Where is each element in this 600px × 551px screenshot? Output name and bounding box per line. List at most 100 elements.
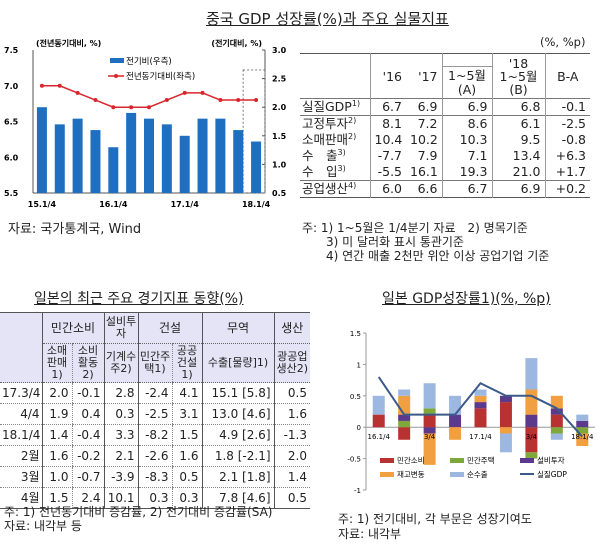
cell: 2.0 bbox=[41, 382, 72, 404]
y-tick: -0.5 bbox=[347, 456, 361, 464]
bar-민간소비 bbox=[474, 408, 487, 428]
group-trade: 무역 bbox=[201, 312, 275, 344]
bar-민간소비 bbox=[499, 402, 512, 428]
japan-gdp-chart: 1.5 1 0.5 0 -0.5 -1 16.1/4 3/4 17.1/4 3/4 18.1/4 민간… bbox=[347, 330, 595, 495]
cell: 13.4 bbox=[491, 148, 545, 164]
cell: 0.3 bbox=[137, 487, 173, 509]
cell: 19.3 bbox=[441, 164, 492, 181]
cell: 6.6 bbox=[417, 181, 438, 196]
cell: -2.4 bbox=[137, 382, 173, 404]
group-production: 생산 bbox=[273, 312, 311, 344]
sub-header: 소매판매1) bbox=[41, 343, 72, 383]
legend-label: 실질GDP bbox=[537, 469, 567, 479]
bar-재고변동 bbox=[525, 389, 538, 415]
bar-qoq bbox=[90, 130, 101, 193]
cell: -2.5 bbox=[544, 115, 590, 132]
row-label: 4월 bbox=[0, 487, 42, 509]
bar-민간주택 bbox=[398, 420, 411, 428]
table-row: 3월 1.0 -0.7 -3.9 -8.3 0.5 2.1 [1.8] 1.4 bbox=[0, 466, 311, 488]
legend-label: 순수출 bbox=[467, 469, 488, 479]
bar-민간소비 bbox=[525, 427, 538, 453]
left-unit: (전년동기대비, %) bbox=[36, 38, 101, 48]
bar-설비투자 bbox=[550, 408, 563, 415]
cell: 9.5 bbox=[491, 132, 545, 148]
row-label: 공업생산4) bbox=[300, 180, 371, 198]
bar-qoq bbox=[36, 107, 47, 193]
bar-민간소비 bbox=[372, 414, 385, 428]
x-tick: 17.1/4 bbox=[469, 433, 492, 441]
legend-point bbox=[114, 74, 118, 78]
bar-설비투자 bbox=[525, 414, 538, 428]
table-row: 18.1/4 1.4 -0.4 3.3 -8.2 1.5 4.9 [2.6] -1.3 bbox=[0, 424, 311, 446]
cell: 2.1 bbox=[103, 445, 139, 467]
y-tick: 1.5 bbox=[350, 330, 361, 338]
col-18-period: 1~5월 bbox=[499, 68, 538, 84]
legend-label: 재고변동 bbox=[397, 470, 425, 479]
cell: -0.8 bbox=[544, 132, 590, 148]
cell: -7.7 bbox=[377, 148, 402, 163]
row-label: 수 출3) bbox=[300, 148, 371, 164]
bar-순수출 bbox=[550, 433, 563, 440]
cell: -2.5 bbox=[137, 403, 173, 425]
cell: 1.6 bbox=[41, 445, 72, 467]
bar-qoq bbox=[54, 124, 65, 193]
note: 주: 1) 전기대비, 각 부문은 성장기여도 bbox=[338, 512, 532, 526]
sub-header: 민간주택1) bbox=[137, 343, 173, 383]
bar-qoq bbox=[251, 141, 262, 193]
legend-label: 설비투자 bbox=[537, 456, 565, 465]
bar-재고변동 bbox=[576, 433, 589, 447]
cell: 0.5 bbox=[171, 466, 203, 488]
legend-swatch bbox=[380, 458, 394, 463]
cell: 1.6 bbox=[273, 403, 311, 425]
x-tick: 16.1/4 bbox=[99, 200, 128, 209]
legend-swatch bbox=[380, 472, 394, 477]
cell: 2.8 bbox=[103, 382, 139, 404]
y-tick: -1 bbox=[354, 487, 361, 495]
bar-순수출 bbox=[474, 389, 487, 396]
bar-설비투자 bbox=[576, 420, 589, 428]
row-label: 18.1/4 bbox=[0, 424, 42, 446]
china-source: 자료: 국가통계국, Wind bbox=[8, 222, 142, 237]
cell: 10.3 bbox=[441, 132, 492, 148]
bar-민간소비 bbox=[398, 427, 411, 440]
point-yoy bbox=[111, 105, 116, 110]
y-tick: 0 bbox=[357, 424, 361, 432]
cell: 1.0 bbox=[41, 466, 72, 488]
cell: 6.1 bbox=[491, 115, 545, 132]
china-notes: 주: 1) 1~5월은 1/4분기 자료 2) 명목기준 3) 미 달러화 표시… bbox=[302, 221, 549, 263]
china-title: 중국 GDP 성장률(%)과 주요 실물지표 bbox=[206, 10, 449, 28]
cell: 10.2 bbox=[410, 132, 438, 147]
cell: 6.9 bbox=[441, 98, 492, 116]
bar-qoq bbox=[126, 112, 137, 193]
bar-민간주택 bbox=[525, 452, 538, 459]
cell: 1.8 [-2.1] bbox=[201, 445, 275, 467]
bar-재고변동 bbox=[550, 395, 563, 409]
cell: 4.1 bbox=[171, 382, 203, 404]
cell: -0.4 bbox=[71, 424, 105, 446]
cell: -8.3 bbox=[137, 466, 173, 488]
right-unit: (전기대비, %) bbox=[211, 38, 262, 48]
table-row: 2월 1.6 -0.2 2.1 -2.6 1.6 1.8 [-2.1] 2.0 bbox=[0, 445, 311, 467]
cell: 7.8 [4.6] bbox=[201, 487, 275, 509]
row-label: 3월 bbox=[0, 466, 42, 488]
china-table-unit: (%, %p) bbox=[540, 35, 586, 49]
cell: 0.3 bbox=[103, 403, 139, 425]
japan-chart-notes: 주: 1) 전기대비, 각 부문은 성장기여도 자료: 내각부 bbox=[338, 512, 532, 542]
col-a: (A) bbox=[457, 81, 477, 97]
bar-민간주택 bbox=[550, 427, 563, 434]
cell: 1.4 bbox=[41, 424, 72, 446]
table-row: 공업생산4) 6.0 6.6 6.7 6.9 +0.2 bbox=[300, 180, 590, 198]
x-tick: 3/4 bbox=[526, 433, 538, 441]
legend-swatch bbox=[450, 472, 464, 477]
cell: 6.9 bbox=[417, 99, 438, 114]
left-tick: 6.0 bbox=[4, 153, 19, 162]
cell: 0.3 bbox=[171, 487, 203, 509]
bar-순수출 bbox=[449, 395, 462, 415]
group-construction: 건설 bbox=[137, 312, 203, 344]
sub-header: 기계수주2) bbox=[103, 343, 139, 383]
cell: +1.7 bbox=[544, 164, 590, 181]
right-tick: 1.0 bbox=[272, 160, 287, 169]
left-tick: 7.0 bbox=[4, 82, 19, 91]
note-1: 주: 1) 1~5월은 1/4분기 자료 2) 명목기준 bbox=[302, 221, 528, 235]
bar-재고변동 bbox=[499, 427, 512, 434]
